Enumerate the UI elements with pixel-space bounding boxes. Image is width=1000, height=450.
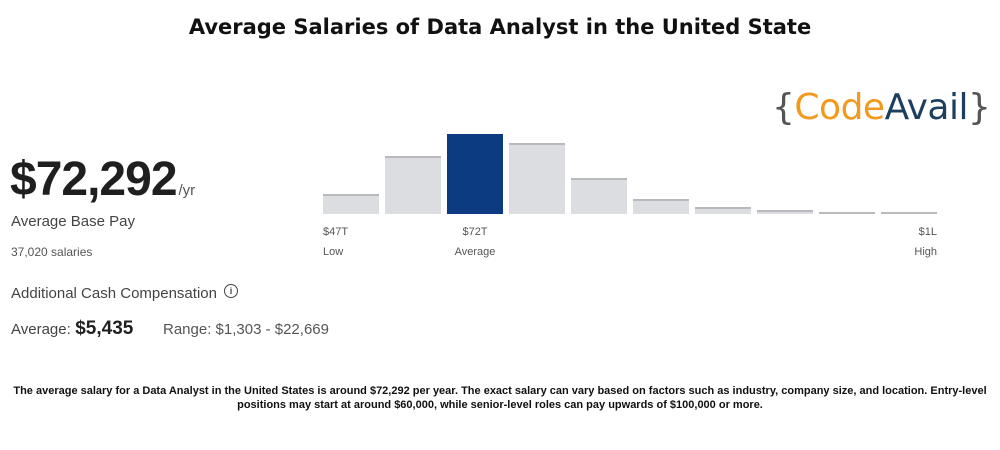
tick-value: $47T — [323, 226, 349, 238]
histogram-bar — [385, 156, 441, 214]
average-value: $5,435 — [75, 318, 134, 339]
tick-value: $72T — [462, 226, 488, 238]
logo-avail-text: Avail — [884, 87, 969, 128]
footer-description: The average salary for a Data Analyst in… — [13, 385, 987, 411]
histogram-bar-top — [881, 212, 937, 214]
info-icon[interactable]: i — [224, 284, 238, 298]
tick-caption: Average — [454, 246, 496, 258]
histogram-bar-top — [633, 199, 689, 201]
histogram-bar — [323, 194, 379, 214]
histogram-bar — [819, 212, 875, 214]
histogram-bar-top — [509, 143, 565, 145]
histogram-bar-top — [323, 194, 379, 196]
histogram-bar — [881, 212, 937, 214]
histogram-bar — [695, 207, 751, 214]
histogram-bar-top — [757, 210, 813, 212]
histogram-bar-top — [571, 178, 627, 180]
histogram-bar-top — [385, 156, 441, 158]
histogram-bar — [509, 143, 565, 214]
histogram-bar-top — [695, 207, 751, 209]
tick-caption: Low — [323, 246, 344, 258]
tick-value: $1L — [918, 226, 937, 238]
salary-amount: $72,292 — [10, 153, 178, 206]
logo-brace-open: { — [772, 87, 795, 128]
salary-unit: /yr — [178, 182, 196, 199]
average-label: Average: — [11, 321, 71, 338]
base-pay-label: Average Base Pay — [11, 213, 135, 230]
histogram-bar — [571, 178, 627, 214]
average-salary: $72,292/yr — [10, 152, 195, 207]
additional-average: Average: $5,435 — [11, 318, 133, 340]
logo-brace-close: } — [967, 87, 991, 128]
additional-comp-title: Additional Cash Compensation — [11, 285, 217, 302]
histogram-bar — [757, 210, 813, 214]
logo-code-text: Code — [794, 87, 885, 128]
histogram-bar-top — [819, 212, 875, 214]
histogram-bar-top — [447, 134, 503, 136]
codeavail-logo: {CodeAvail} — [772, 86, 991, 130]
histogram-bar — [633, 199, 689, 214]
page-title: Average Salaries of Data Analyst in the … — [188, 15, 812, 39]
histogram-bar — [447, 134, 503, 214]
salary-count: 37,020 salaries — [11, 245, 93, 259]
tick-caption: High — [914, 246, 937, 258]
additional-range: Range: $1,303 - $22,669 — [163, 321, 329, 338]
